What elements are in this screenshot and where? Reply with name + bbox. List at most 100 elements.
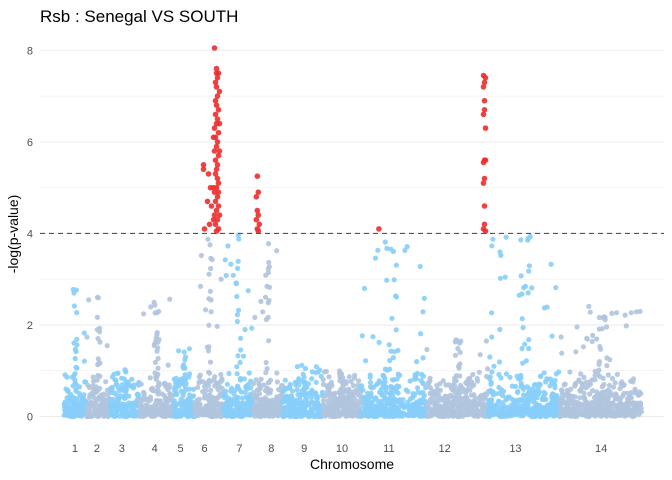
data-point bbox=[73, 348, 79, 355]
data-point bbox=[554, 393, 560, 399]
data-point bbox=[172, 384, 178, 390]
significant-point bbox=[482, 228, 489, 234]
significant-point bbox=[214, 194, 221, 200]
data-point bbox=[167, 296, 173, 302]
data-point bbox=[581, 401, 587, 407]
data-point bbox=[84, 334, 90, 340]
data-point bbox=[234, 394, 240, 400]
data-point bbox=[235, 265, 241, 271]
data-point bbox=[72, 411, 78, 417]
significant-point bbox=[213, 102, 220, 108]
data-point bbox=[112, 413, 118, 419]
significant-point bbox=[211, 125, 218, 131]
significant-point bbox=[376, 226, 382, 232]
data-point bbox=[507, 374, 513, 380]
data-point bbox=[306, 381, 312, 387]
data-point bbox=[489, 243, 495, 249]
data-point bbox=[109, 374, 115, 380]
data-point bbox=[440, 378, 446, 384]
data-point bbox=[101, 411, 107, 417]
data-point bbox=[101, 391, 107, 397]
significant-point bbox=[213, 228, 220, 234]
data-point bbox=[420, 309, 426, 315]
data-point bbox=[122, 393, 128, 400]
significant-point bbox=[211, 148, 218, 154]
data-point bbox=[526, 268, 532, 274]
data-point bbox=[233, 281, 239, 287]
data-point bbox=[73, 388, 79, 394]
data-point bbox=[380, 372, 386, 379]
significant-point bbox=[214, 116, 221, 122]
data-point bbox=[632, 412, 638, 418]
significant-point bbox=[215, 203, 222, 209]
data-point bbox=[573, 405, 579, 411]
data-point bbox=[348, 378, 354, 384]
data-point bbox=[487, 354, 493, 360]
data-point bbox=[313, 364, 319, 370]
data-point bbox=[258, 376, 264, 382]
significant-point bbox=[254, 207, 261, 214]
x-tick-label: 5 bbox=[178, 443, 184, 455]
data-point bbox=[159, 391, 165, 397]
data-point bbox=[489, 369, 495, 375]
data-point bbox=[406, 406, 412, 412]
data-point bbox=[181, 408, 187, 414]
data-point bbox=[205, 236, 211, 242]
significant-point bbox=[480, 180, 487, 186]
significant-point bbox=[215, 152, 222, 159]
data-point bbox=[82, 379, 88, 385]
data-point bbox=[238, 403, 244, 409]
data-point bbox=[99, 401, 105, 407]
data-point bbox=[338, 401, 344, 407]
data-point bbox=[513, 410, 519, 416]
data-point bbox=[71, 372, 77, 378]
data-point bbox=[127, 409, 134, 415]
data-point bbox=[246, 370, 252, 376]
data-point bbox=[531, 396, 537, 402]
data-point bbox=[199, 412, 205, 418]
data-point bbox=[415, 389, 421, 395]
data-point bbox=[273, 407, 279, 413]
data-point bbox=[76, 405, 82, 411]
data-point bbox=[123, 412, 129, 418]
data-point bbox=[432, 389, 439, 395]
significant-point bbox=[214, 139, 221, 145]
data-point bbox=[320, 381, 326, 387]
data-point bbox=[393, 327, 399, 333]
data-point bbox=[563, 400, 569, 407]
significant-point bbox=[481, 107, 488, 113]
data-point bbox=[246, 398, 252, 404]
data-point bbox=[309, 376, 315, 382]
data-point bbox=[207, 242, 213, 248]
data-point bbox=[389, 315, 395, 321]
data-point bbox=[62, 372, 68, 378]
data-point bbox=[609, 310, 615, 316]
data-point bbox=[602, 409, 608, 415]
significant-point bbox=[482, 75, 489, 81]
data-point bbox=[155, 387, 161, 394]
data-point bbox=[488, 389, 494, 395]
data-point bbox=[68, 391, 74, 397]
data-point bbox=[390, 355, 396, 361]
data-point bbox=[542, 413, 548, 419]
data-point bbox=[208, 255, 214, 261]
data-point bbox=[181, 362, 187, 368]
data-point bbox=[343, 379, 350, 385]
data-point bbox=[167, 392, 174, 398]
significant-point bbox=[255, 228, 262, 234]
data-point bbox=[203, 387, 209, 393]
data-point bbox=[76, 410, 82, 417]
data-point bbox=[590, 332, 596, 338]
data-point bbox=[387, 357, 393, 364]
data-point bbox=[110, 407, 116, 413]
data-point bbox=[519, 316, 525, 322]
data-point bbox=[226, 395, 232, 402]
data-point bbox=[490, 236, 496, 242]
data-point bbox=[452, 383, 458, 389]
data-point bbox=[432, 397, 438, 403]
significant-point bbox=[480, 84, 487, 90]
data-point bbox=[153, 374, 159, 380]
data-point bbox=[457, 405, 463, 411]
data-point bbox=[97, 325, 103, 331]
